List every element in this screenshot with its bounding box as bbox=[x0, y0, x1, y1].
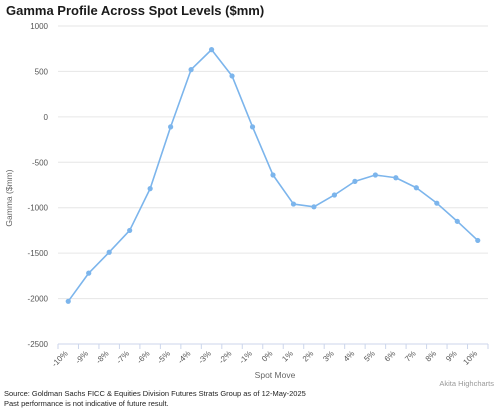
chart-credit: Akita Highcharts bbox=[439, 379, 494, 388]
data-point[interactable] bbox=[290, 201, 297, 207]
x-tick-label: 7% bbox=[403, 349, 418, 364]
y-tick-label: -2000 bbox=[28, 295, 49, 304]
data-point[interactable] bbox=[454, 218, 460, 224]
disclaimer-note: Past performance is not indicative of fu… bbox=[4, 398, 169, 408]
x-tick-label: -2% bbox=[217, 349, 233, 365]
x-axis-ticks: -10% -9% -8% -7% -6% -5% -4% -3% -2% -1% 0% 1% 2% 3% 4… bbox=[50, 344, 489, 369]
footer: Source: Goldman Sachs FICC & Equities Di… bbox=[4, 389, 306, 408]
y-tick-label: -1500 bbox=[28, 249, 49, 258]
y-tick-label: -500 bbox=[32, 158, 49, 167]
data-point[interactable] bbox=[249, 124, 256, 130]
x-tick-label: 0% bbox=[260, 349, 275, 364]
x-tick-label: -4% bbox=[176, 349, 192, 365]
data-point[interactable] bbox=[65, 298, 71, 304]
data-point[interactable] bbox=[147, 186, 153, 192]
x-tick-label: -3% bbox=[197, 349, 213, 365]
x-tick-label: 9% bbox=[444, 349, 459, 364]
data-point[interactable] bbox=[270, 172, 276, 178]
y-axis-title: Gamma ($mm) bbox=[4, 169, 14, 226]
data-point[interactable] bbox=[168, 124, 174, 130]
data-point[interactable] bbox=[311, 204, 317, 210]
x-tick-label: 5% bbox=[362, 349, 377, 364]
y-tick-label: 0 bbox=[44, 113, 49, 122]
y-tick-label: 500 bbox=[35, 67, 49, 76]
x-tick-label: -8% bbox=[94, 349, 110, 365]
data-point[interactable] bbox=[434, 200, 440, 206]
x-tick-label: -5% bbox=[156, 349, 172, 365]
x-tick-label: 8% bbox=[424, 349, 439, 364]
x-tick-label: -1% bbox=[238, 349, 254, 365]
y-axis-ticks: -2500 -2000 -1500 -1000 -500 0 500 1000 bbox=[28, 22, 49, 349]
data-point[interactable] bbox=[86, 270, 92, 276]
y-tick-label: 1000 bbox=[30, 22, 48, 31]
x-tick-label: 10% bbox=[461, 349, 479, 367]
x-tick-label: 6% bbox=[383, 349, 398, 364]
data-point[interactable] bbox=[127, 227, 133, 234]
x-tick-label: 1% bbox=[280, 349, 295, 364]
y-tick-label: -2500 bbox=[28, 340, 49, 349]
x-axis-title: Spot Move bbox=[255, 370, 296, 380]
data-point[interactable] bbox=[188, 67, 194, 73]
y-tick-label: -1000 bbox=[28, 204, 49, 213]
x-tick-label: 2% bbox=[301, 349, 316, 364]
grid-lines bbox=[58, 25, 488, 345]
data-point[interactable] bbox=[372, 172, 378, 178]
data-point[interactable] bbox=[475, 237, 481, 244]
x-tick-label: -6% bbox=[135, 349, 151, 365]
data-point[interactable] bbox=[106, 249, 112, 255]
series-group bbox=[65, 47, 481, 304]
data-point[interactable] bbox=[331, 192, 338, 198]
x-tick-label: -7% bbox=[115, 349, 131, 365]
x-tick-label: -9% bbox=[74, 349, 90, 365]
source-note: Source: Goldman Sachs FICC & Equities Di… bbox=[4, 389, 306, 398]
data-point[interactable] bbox=[352, 178, 358, 184]
data-point[interactable] bbox=[208, 47, 215, 53]
x-tick-label: 3% bbox=[321, 349, 336, 364]
data-point[interactable] bbox=[229, 73, 235, 79]
data-point[interactable] bbox=[413, 185, 419, 191]
chart-title: Gamma Profile Across Spot Levels ($mm) bbox=[6, 3, 265, 18]
x-tick-label: 4% bbox=[342, 349, 357, 364]
x-tick-label: -10% bbox=[50, 349, 70, 369]
data-point[interactable] bbox=[393, 175, 399, 181]
